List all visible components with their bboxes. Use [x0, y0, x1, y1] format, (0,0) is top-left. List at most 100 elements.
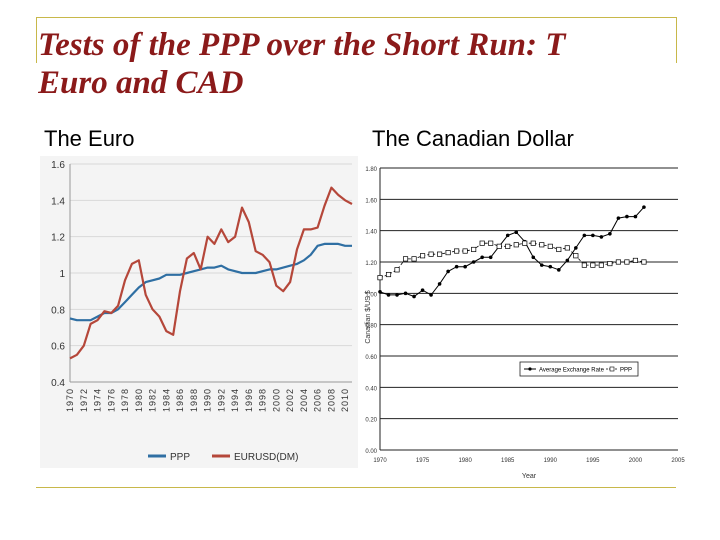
cad-exchange-point [386, 293, 391, 297]
cad-x-axis-label: Year [522, 473, 537, 480]
euro-series-line-1 [69, 186, 353, 360]
cad-ppp-point [513, 242, 519, 248]
cad-exchange-point [403, 291, 408, 296]
cad-ppp-point [539, 242, 545, 248]
cad-exchange-point [420, 288, 425, 292]
cad-exchange-point [471, 260, 476, 264]
cad-exchange-point [463, 264, 467, 269]
slide-frame-left [36, 17, 37, 63]
cad-exchange-point [514, 230, 519, 235]
cad-ytick-label: 1.00 [365, 292, 377, 298]
euro-xtick-label: 2002 [285, 388, 295, 412]
euro-xtick-label: 1974 [93, 388, 103, 412]
cad-ppp-point [479, 240, 485, 246]
cad-exchange-point [616, 216, 621, 220]
cad-ytick-label: 1.40 [365, 230, 377, 236]
cad-exchange-point [454, 264, 459, 269]
cad-ppp-point [641, 259, 647, 265]
cad-chart-background [360, 156, 688, 482]
euro-xtick-label: 1994 [230, 388, 240, 412]
euro-xtick-label: 1990 [203, 388, 213, 412]
cad-ppp-point [607, 261, 613, 267]
cad-ppp-point [385, 271, 392, 278]
euro-xtick-label: 2010 [340, 388, 350, 412]
cad-ppp-point [428, 251, 434, 257]
cad-legend-box [519, 361, 639, 377]
cad-exchange-point [565, 258, 570, 263]
slide-frame-bottom [36, 487, 676, 488]
cad-xtick-label: 1995 [586, 458, 600, 464]
euro-xtick-label: 1988 [189, 388, 199, 412]
cad-exchange-point [505, 233, 510, 238]
cad-legend-marker-ppp [609, 366, 615, 372]
cad-ppp-point [547, 243, 553, 249]
euro-xtick-label: 1998 [258, 388, 268, 412]
euro-xtick-label: 2000 [271, 388, 281, 412]
euro-legend-label: EURUSD(DM) [234, 452, 298, 463]
euro-xtick-label: 1970 [65, 388, 75, 412]
cad-ytick-label: 0.00 [365, 449, 377, 455]
cad-exchange-point [591, 233, 595, 238]
cad-ytick-label: 1.20 [365, 261, 377, 267]
cad-ppp-point [564, 245, 570, 251]
cad-legend-label: PPP [620, 368, 632, 374]
cad-ppp-point [624, 259, 630, 265]
cad-exchange-point [539, 263, 544, 267]
cad-xtick-label: 2005 [671, 458, 685, 464]
cad-exchange-point [378, 289, 382, 294]
cad-exchange-point [633, 214, 638, 219]
cad-exchange-point [412, 294, 416, 299]
cad-legend-label: Average Exchange Rate [539, 368, 605, 374]
cad-ppp-point [445, 250, 451, 256]
cad-ytick-label: 1.80 [365, 167, 377, 173]
cad-exchange-point [437, 282, 442, 286]
cad-xtick-label: 1975 [416, 458, 430, 464]
euro-xtick-label: 1980 [134, 388, 144, 412]
euro-ytick-label: 1 [59, 269, 65, 280]
euro-ytick-label: 1.4 [51, 196, 65, 207]
cad-xtick-label: 1970 [373, 458, 387, 464]
euro-xtick-label: 2008 [326, 388, 336, 412]
cad-ppp-point [488, 240, 494, 246]
cad-exchange-point [429, 293, 433, 297]
cad-exchange-point [548, 264, 553, 269]
cad-exchange-point [642, 205, 646, 209]
cad-ppp-point [377, 275, 383, 281]
euro-ytick-label: 0.6 [51, 342, 65, 353]
euro-heading: The Euro [44, 126, 135, 151]
cad-exchange-point [488, 255, 493, 260]
cad-ppp-point [394, 267, 400, 273]
slide-title: Tests of the PPP over the Short Run: T E… [38, 26, 720, 102]
euro-ytick-label: 1.6 [51, 160, 65, 171]
euro-xtick-label: 2004 [299, 388, 309, 412]
cad-ytick-label: 0.40 [365, 386, 377, 392]
cad-exchange-point [625, 214, 629, 219]
cad-ytick-label: 0.20 [365, 418, 377, 424]
cad-ppp-point [437, 251, 443, 257]
cad-ppp-point [615, 259, 621, 265]
euro-xtick-label: 1986 [175, 388, 185, 412]
slide-title-line2: Euro and CAD [38, 65, 244, 101]
cad-exchange-point [531, 255, 536, 260]
euro-series-line-0 [69, 242, 352, 322]
cad-exchange-point [574, 246, 578, 250]
slide-frame-top [36, 17, 676, 18]
cad-exchange-point [608, 232, 612, 236]
cad-ppp-point [496, 243, 502, 249]
cad-ppp-point [402, 256, 409, 262]
euro-ytick-label: 0.4 [51, 378, 65, 389]
cad-exchange-point [557, 268, 561, 272]
cad-ytick-label: 0.60 [365, 355, 377, 361]
cad-ppp-point [411, 256, 417, 262]
cad-ppp-point [590, 262, 596, 268]
cad-ytick-label: 1.60 [365, 198, 377, 204]
cad-exchange-point [395, 293, 399, 297]
euro-xtick-label: 1976 [106, 388, 116, 412]
cad-ppp-point [530, 240, 536, 246]
euro-xtick-label: 2006 [313, 388, 323, 412]
euro-ytick-label: 0.8 [51, 305, 65, 316]
euro-xtick-label: 1992 [216, 388, 226, 412]
cad-ppp-point [522, 240, 528, 246]
euro-xtick-label: 1996 [244, 388, 254, 412]
euro-xtick-label: 1972 [79, 388, 89, 412]
